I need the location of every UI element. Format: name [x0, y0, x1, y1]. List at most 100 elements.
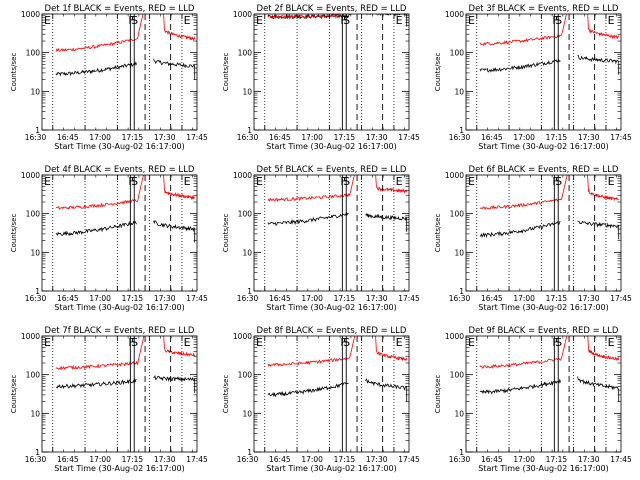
x-axis-label: Start Time (30-Aug-02 16:17:00) — [54, 303, 185, 312]
x-tick-label: 17:15 — [546, 294, 568, 303]
y-tick-label: 100 — [238, 49, 253, 58]
marker-left: E — [44, 336, 51, 349]
panel-title: Det 2f BLACK = Events, RED = LLD — [257, 4, 407, 14]
y-tick-label: 1 — [459, 126, 464, 135]
y-axis-label: Counts/sec — [434, 375, 442, 414]
y-tick-label: 100 — [26, 49, 41, 58]
x-axis-label: Start Time (30-Aug-02 16:17:00) — [478, 303, 609, 312]
y-tick-label: 10 — [242, 87, 252, 96]
events-series-post — [577, 376, 620, 402]
y-tick-label: 1 — [247, 126, 252, 135]
panel-title: Det 9f BLACK = Events, RED = LLD — [469, 326, 619, 336]
plot-content — [476, 336, 620, 452]
marker-right: E — [608, 336, 615, 349]
y-tick-label: 1000 — [21, 171, 40, 180]
marker-solid-lines: F — [552, 336, 558, 349]
x-tick-label: 17:45 — [398, 294, 420, 303]
x-tick-label: 16:45 — [57, 294, 79, 303]
x-tick-label: 17:45 — [610, 133, 632, 142]
y-tick-label: 1000 — [233, 171, 252, 180]
marker-dashed-lines: S — [555, 175, 562, 188]
plot-content — [52, 175, 196, 291]
marker-right: E — [184, 14, 191, 27]
marker-solid-lines: F — [340, 336, 346, 349]
y-tick-label: 1 — [459, 287, 464, 296]
events-series-post — [577, 220, 620, 240]
panel-title: Det 7f BLACK = Events, RED = LLD — [45, 326, 195, 336]
lld-series-post — [375, 336, 408, 362]
events-series-pre — [479, 220, 561, 239]
marker-right: E — [396, 14, 403, 27]
lld-series-post — [163, 175, 195, 201]
lld-series-pre — [55, 175, 144, 211]
x-tick-label: 16:45 — [57, 455, 79, 464]
plot-content — [476, 175, 620, 291]
x-tick-label: 17:45 — [186, 455, 208, 464]
lld-series-pre — [55, 14, 144, 52]
marker-left: E — [44, 14, 51, 27]
events-series-post — [365, 378, 408, 402]
x-tick-label: 16:30 — [449, 455, 471, 464]
x-axis-label: Start Time (30-Aug-02 16:17:00) — [266, 303, 397, 312]
events-series-post — [153, 220, 196, 243]
lld-series-post — [587, 336, 620, 362]
marker-solid-lines: F — [128, 14, 134, 27]
events-series-pre — [55, 378, 137, 390]
marker-right: E — [608, 175, 615, 188]
x-axis-label: Start Time (30-Aug-02 16:17:00) — [266, 464, 397, 473]
x-tick-label: 16:30 — [25, 294, 47, 303]
events-series-pre — [267, 382, 349, 398]
y-tick-label: 1 — [35, 126, 40, 135]
y-tick-label: 100 — [450, 210, 465, 219]
x-tick-label: 17:00 — [89, 133, 111, 142]
panel-title: Det 6f BLACK = Events, RED = LLD — [469, 165, 619, 175]
marker-dashed-lines: S — [343, 336, 350, 349]
y-tick-label: 10 — [30, 409, 40, 418]
y-tick-label: 1 — [247, 287, 252, 296]
y-tick-label: 1 — [35, 448, 40, 457]
y-tick-label: 10 — [242, 248, 252, 257]
x-tick-label: 17:45 — [186, 294, 208, 303]
x-tick-label: 17:30 — [578, 294, 600, 303]
marker-solid-lines: F — [128, 175, 134, 188]
panel-title: Det 4f BLACK = Events, RED = LLD — [45, 165, 195, 175]
plot-frame — [41, 174, 198, 292]
plot-content — [264, 175, 408, 291]
x-tick-label: 17:15 — [122, 455, 144, 464]
y-tick-label: 10 — [30, 87, 40, 96]
x-tick-label: 16:45 — [481, 294, 503, 303]
x-tick-label: 16:30 — [237, 133, 259, 142]
marker-right: E — [608, 14, 615, 27]
x-tick-label: 16:45 — [269, 455, 291, 464]
panel-title: Det 8f BLACK = Events, RED = LLD — [257, 326, 407, 336]
x-axis-label: Start Time (30-Aug-02 16:17:00) — [478, 464, 609, 473]
y-tick-label: 100 — [450, 371, 465, 380]
x-tick-label: 16:45 — [481, 455, 503, 464]
marker-solid-lines: F — [340, 175, 346, 188]
lld-series-post — [375, 175, 408, 194]
x-tick-label: 17:15 — [546, 455, 568, 464]
x-tick-label: 17:45 — [398, 455, 420, 464]
events-series-post — [577, 54, 620, 75]
x-tick-label: 16:45 — [57, 133, 79, 142]
x-tick-label: 17:15 — [334, 455, 356, 464]
plot-content — [52, 336, 196, 452]
lld-series-post — [587, 175, 619, 202]
x-tick-label: 17:30 — [578, 455, 600, 464]
plot-frame — [465, 335, 622, 453]
y-tick-label: 100 — [238, 371, 253, 380]
marker-dashed-lines: S — [343, 175, 350, 188]
panel-title: Det 1f BLACK = Events, RED = LLD — [45, 4, 195, 14]
x-axis-label: Start Time (30-Aug-02 16:17:00) — [54, 142, 185, 151]
y-tick-label: 100 — [450, 49, 465, 58]
x-tick-label: 17:45 — [186, 133, 208, 142]
marker-solid-lines: F — [340, 14, 346, 27]
y-tick-label: 1000 — [233, 10, 252, 19]
x-tick-label: 17:45 — [610, 455, 632, 464]
y-tick-label: 1000 — [21, 332, 40, 341]
x-tick-label: 17:30 — [154, 455, 176, 464]
lld-series-pre — [55, 336, 145, 371]
